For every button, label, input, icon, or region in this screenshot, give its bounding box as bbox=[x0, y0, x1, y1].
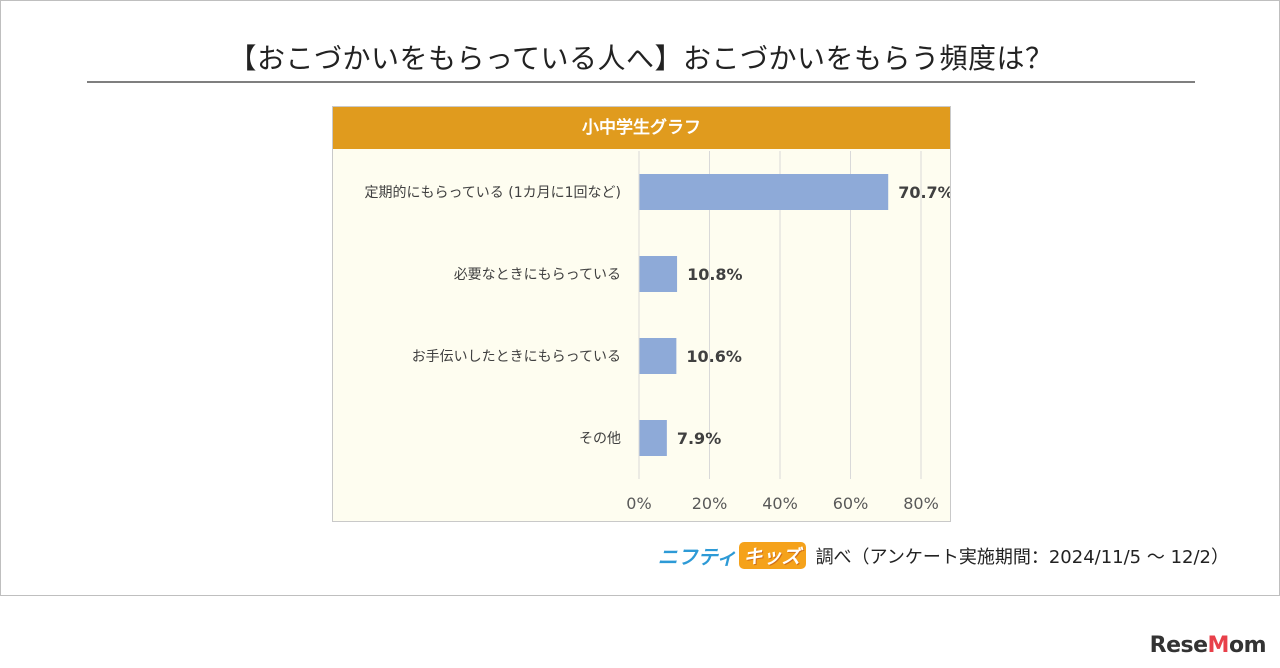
x-tick-label: 40% bbox=[762, 494, 798, 513]
category-label: 必要なときにもらっている bbox=[454, 267, 621, 283]
bar-chart: 0% 20% 40% 60% 80% 定期的にもらっている (1カ月に1回など) 70.7%… bbox=[365, 151, 950, 513]
category-label: 定期的にもらっている (1カ月に1回など) bbox=[365, 185, 622, 201]
bar bbox=[639, 174, 889, 210]
brand-logo-kids: キッズ bbox=[738, 542, 806, 569]
x-tick-label: 80% bbox=[903, 494, 939, 513]
x-tick-label: 0% bbox=[626, 494, 651, 513]
data-label: 10.8% bbox=[687, 265, 743, 284]
category-label: その他 bbox=[579, 431, 621, 447]
figure-title: 【おこづかいをもらっている人へ】おこづかいをもらう頻度は？ bbox=[228, 42, 1054, 75]
bar bbox=[639, 338, 677, 374]
brand-logo-nifty: ニフティ bbox=[657, 545, 737, 569]
data-label: 70.7% bbox=[898, 183, 950, 202]
source-note: ニフティ キッズ 調べ（アンケート実施期間：2024/11/5 ～ 12/2） bbox=[658, 541, 1229, 570]
data-label: 7.9% bbox=[677, 429, 721, 448]
bar bbox=[639, 420, 667, 456]
data-label: 10.6% bbox=[686, 347, 742, 366]
chart-panel: 小中学生グラフ 0% 20% 40% 60% 80% 定期的にもらっている (1カ月に1回… bbox=[332, 106, 951, 522]
resemom-watermark: ReseMom bbox=[1149, 633, 1267, 658]
x-tick-label: 20% bbox=[692, 494, 728, 513]
source-text: 調べ（アンケート実施期間：2024/11/5 ～ 12/2） bbox=[815, 546, 1229, 568]
figure-frame: 【おこづかいをもらっている人へ】おこづかいをもらう頻度は？ 小中学生グラフ 0%… bbox=[0, 0, 1280, 596]
bar bbox=[639, 256, 678, 292]
title-divider bbox=[87, 81, 1195, 83]
chart-title: 小中学生グラフ bbox=[333, 107, 950, 149]
x-tick-label: 60% bbox=[833, 494, 869, 513]
category-label: お手伝いしたときにもらっている bbox=[412, 349, 621, 365]
